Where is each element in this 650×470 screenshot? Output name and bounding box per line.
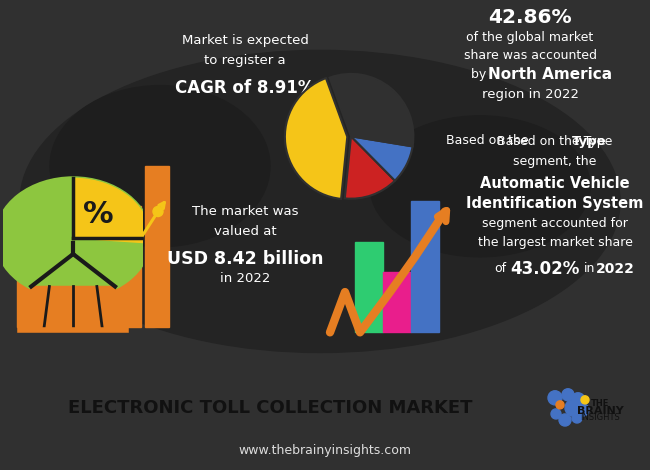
Ellipse shape — [50, 86, 270, 247]
Wedge shape — [285, 78, 347, 199]
Circle shape — [25, 274, 35, 284]
Text: in 2022: in 2022 — [220, 273, 270, 285]
Ellipse shape — [370, 116, 590, 257]
Bar — [67, 227, 91, 327]
Circle shape — [556, 401, 564, 409]
Text: of: of — [494, 262, 506, 275]
Text: ELECTRONIC TOLL COLLECTION MARKET: ELECTRONIC TOLL COLLECTION MARKET — [68, 399, 473, 417]
Wedge shape — [330, 74, 413, 146]
Text: CAGR of 8.91%: CAGR of 8.91% — [176, 78, 315, 97]
Text: INSIGHTS: INSIGHTS — [580, 414, 620, 423]
Text: of the global market: of the global market — [467, 31, 593, 44]
Polygon shape — [20, 286, 126, 330]
Circle shape — [125, 250, 135, 260]
Text: segment, the: segment, the — [514, 155, 597, 168]
Text: Identification System: Identification System — [466, 196, 644, 211]
Wedge shape — [344, 136, 395, 199]
Bar — [411, 202, 439, 332]
Circle shape — [577, 404, 589, 416]
Bar — [145, 166, 169, 327]
Circle shape — [581, 396, 589, 404]
Text: THE: THE — [591, 400, 609, 408]
Text: segment accounted for: segment accounted for — [482, 217, 628, 230]
Text: 42.86%: 42.86% — [488, 8, 572, 27]
Text: to register a: to register a — [204, 54, 286, 67]
Text: Based on the Type: Based on the Type — [497, 134, 613, 148]
Text: BRAINY: BRAINY — [577, 406, 623, 416]
Text: %: % — [83, 200, 114, 228]
Text: share was accounted: share was accounted — [463, 49, 597, 62]
Circle shape — [50, 289, 60, 299]
Wedge shape — [73, 179, 150, 243]
Text: The market was: The market was — [192, 205, 298, 218]
Text: the largest market share: the largest market share — [478, 236, 632, 249]
Text: Type: Type — [572, 134, 606, 148]
Bar — [117, 206, 141, 327]
Bar — [92, 252, 116, 327]
Circle shape — [153, 206, 163, 217]
Text: Market is expected: Market is expected — [181, 34, 309, 47]
Circle shape — [571, 393, 585, 407]
Bar — [17, 247, 41, 327]
Circle shape — [548, 391, 562, 405]
Text: www.thebrainyinsights.com: www.thebrainyinsights.com — [239, 444, 411, 456]
Text: Automatic Vehicle: Automatic Vehicle — [480, 176, 630, 191]
Text: North America: North America — [488, 67, 612, 82]
Bar — [355, 242, 383, 332]
Bar — [42, 272, 66, 327]
Circle shape — [572, 413, 582, 423]
Ellipse shape — [20, 50, 620, 352]
Text: valued at: valued at — [214, 225, 276, 238]
Wedge shape — [351, 136, 413, 180]
Circle shape — [559, 414, 571, 426]
Text: 43.02%: 43.02% — [510, 260, 580, 278]
Circle shape — [565, 400, 581, 416]
Text: Based on the: Based on the — [447, 134, 533, 148]
Circle shape — [0, 178, 150, 297]
Bar — [383, 272, 411, 332]
Circle shape — [562, 389, 574, 401]
Circle shape — [551, 409, 561, 419]
Circle shape — [100, 277, 110, 287]
Text: USD 8.42 billion: USD 8.42 billion — [167, 250, 323, 268]
Text: in: in — [584, 262, 595, 275]
Text: 2022: 2022 — [595, 262, 634, 276]
Text: region in 2022: region in 2022 — [482, 88, 578, 101]
Text: by: by — [471, 68, 490, 81]
Circle shape — [75, 262, 85, 272]
